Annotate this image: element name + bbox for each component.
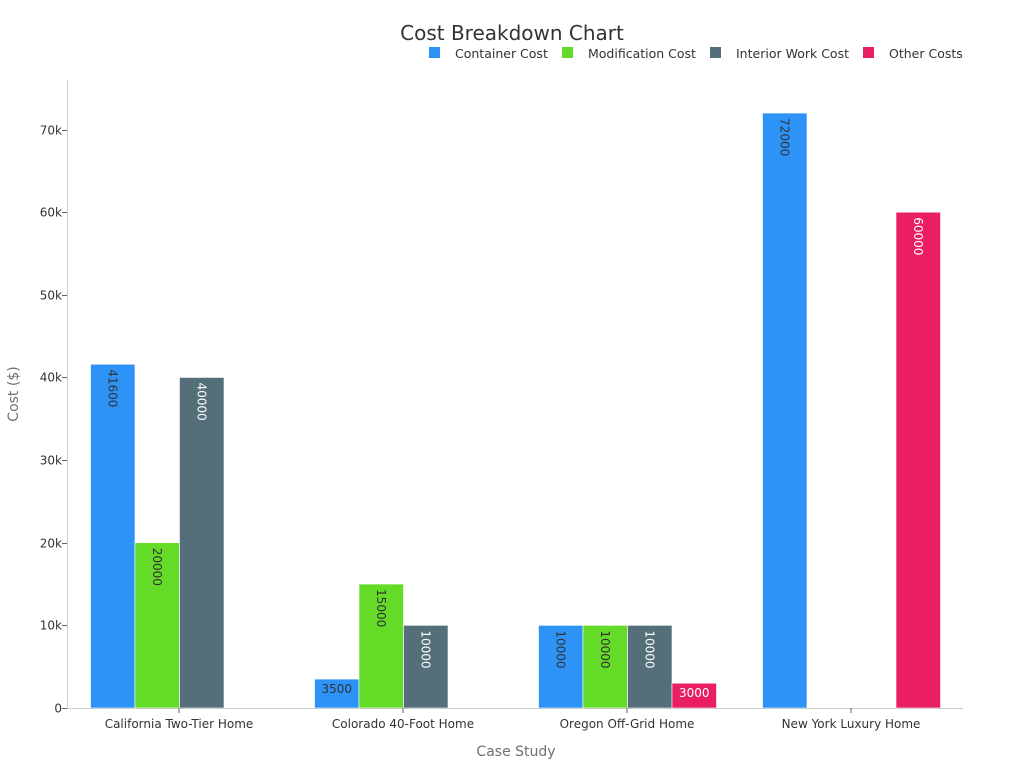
bar-value-label: 3000	[679, 686, 710, 700]
legend-item-interior-work-cost[interactable]: Interior Work Cost	[710, 46, 849, 61]
x-axis-title: Case Study	[476, 744, 555, 760]
legend-swatch	[863, 47, 874, 58]
x-tick-label: Colorado 40-Foot Home	[332, 717, 474, 731]
bar-interior-work-cost-california-two-tier-home[interactable]	[179, 377, 225, 709]
legend-item-modification-cost[interactable]: Modification Cost	[562, 46, 696, 61]
y-tick-label: 70k	[40, 124, 62, 138]
x-tick-label: New York Luxury Home	[782, 717, 921, 731]
y-tick-label: 30k	[40, 454, 62, 468]
y-tick-label: 0	[54, 702, 62, 716]
legend-swatch	[710, 47, 721, 58]
legend-label: Container Cost	[455, 46, 548, 61]
bar-interior-work-cost-colorado-40-foot-home[interactable]	[403, 625, 449, 709]
bar-value-label: 10000	[598, 630, 612, 668]
bar-container-cost-new-york-luxury-home[interactable]	[762, 112, 808, 709]
legend-label: Modification Cost	[588, 46, 696, 61]
y-tick-label: 40k	[40, 371, 62, 385]
legend-swatch	[429, 47, 440, 58]
bar-value-label: 15000	[374, 589, 388, 627]
y-tick-label: 50k	[40, 289, 62, 303]
bar-modification-cost-california-two-tier-home[interactable]	[134, 542, 180, 709]
bar-container-cost-california-two-tier-home[interactable]	[90, 363, 136, 709]
legend-swatch	[562, 47, 573, 58]
bar-value-label: 10000	[553, 630, 567, 668]
x-tick-label: Oregon Off-Grid Home	[560, 717, 695, 731]
y-tick-label: 60k	[40, 206, 62, 220]
y-ticks: 0 10k 20k 30k 40k 50k 60k 70k	[40, 124, 67, 716]
chart-title: Cost Breakdown Chart	[400, 21, 624, 45]
y-tick-label: 10k	[40, 619, 62, 633]
bar-value-label: 10000	[642, 630, 656, 668]
bar-modification-cost-colorado-40-foot-home[interactable]	[358, 583, 404, 709]
bar-value-label: 20000	[150, 548, 164, 586]
bar-value-label: 60000	[911, 217, 925, 255]
bar-container-cost-colorado-40-foot-home[interactable]	[314, 678, 360, 709]
bar-value-label: 10000	[418, 630, 432, 668]
axes	[67, 80, 963, 709]
legend-item-other-costs[interactable]: Other Costs	[863, 46, 963, 61]
bar-container-cost-oregon-off-grid-home[interactable]	[538, 625, 584, 709]
bar-value-label: 3500	[321, 682, 352, 696]
x-ticks: California Two-Tier Home Colorado 40-Foot…	[105, 708, 921, 731]
legend: Container Cost Modification Cost Interior …	[429, 46, 963, 61]
y-axis-title: Cost ($)	[6, 366, 22, 421]
bars: 41600 20000 40000 3500 15000 10000 10000 10000 1…	[90, 112, 941, 709]
bar-other-costs-new-york-luxury-home[interactable]	[895, 211, 941, 709]
y-tick-label: 20k	[40, 537, 62, 551]
bar-value-label: 40000	[194, 382, 208, 420]
legend-label: Interior Work Cost	[736, 46, 849, 61]
bar-value-label: 41600	[105, 369, 119, 407]
legend-item-container-cost[interactable]: Container Cost	[429, 46, 548, 61]
bar-other-costs-oregon-off-grid-home[interactable]	[671, 682, 717, 709]
x-tick-label: California Two-Tier Home	[105, 717, 254, 731]
legend-label: Other Costs	[889, 46, 963, 61]
bar-modification-cost-oregon-off-grid-home[interactable]	[582, 625, 628, 709]
bar-value-label: 72000	[777, 118, 791, 156]
